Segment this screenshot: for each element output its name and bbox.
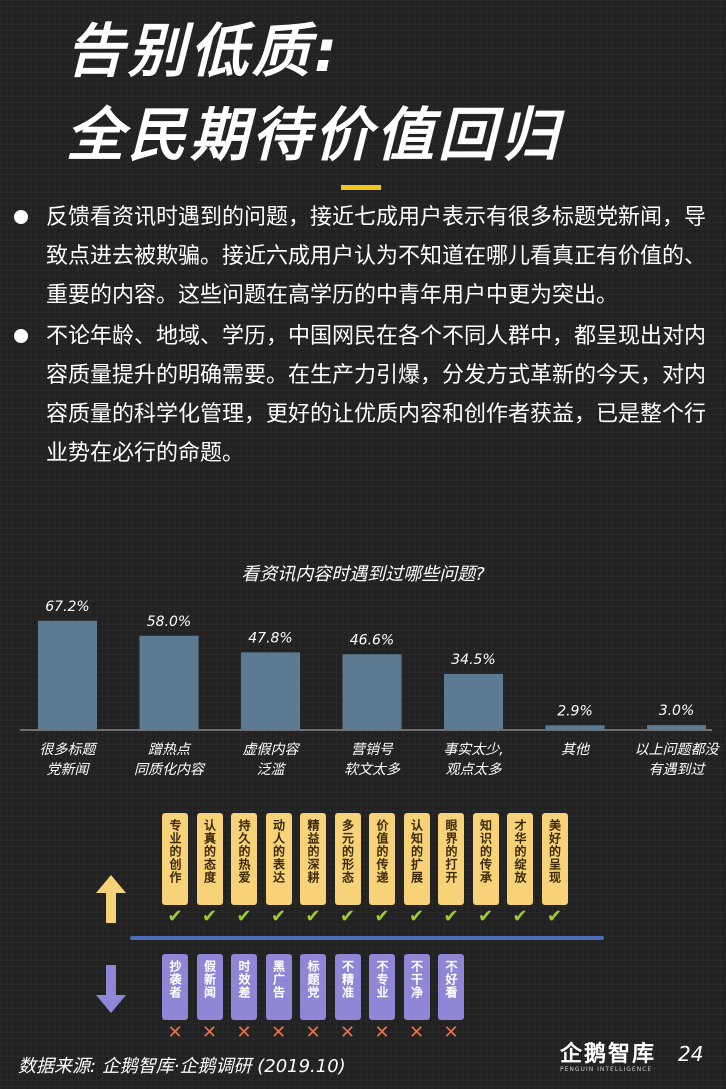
bar xyxy=(647,725,706,730)
bar xyxy=(444,673,503,730)
check-icon: ✔ xyxy=(546,906,563,927)
quality-card-good: 多元的形态 xyxy=(334,813,361,905)
bar xyxy=(139,635,199,730)
category-label: 泛滥 xyxy=(257,762,287,778)
quality-card-good: 知识的传承 xyxy=(472,813,499,905)
bar xyxy=(545,725,605,730)
logo-subtext: PENGUIN INTELLIGENCE xyxy=(560,1066,653,1073)
category-label: 同质化内容 xyxy=(134,762,206,778)
check-icon: ✔ xyxy=(443,906,459,927)
category-label: 观点太多 xyxy=(446,762,503,778)
cross-icon: ✕ xyxy=(374,1022,390,1043)
category-label: 蹭热点 xyxy=(148,742,192,758)
category-label: 营销号 xyxy=(351,742,394,758)
cross-icon: ✕ xyxy=(167,1022,183,1043)
quality-card-bad: 不专业 xyxy=(369,954,395,1020)
category-label: 很多标题 xyxy=(40,742,99,758)
bar-value-label: 67.2% xyxy=(45,599,89,615)
quality-card-good: 认知的扩展 xyxy=(403,813,430,905)
quality-card-bad: 抄袭者 xyxy=(162,954,188,1020)
arrow-down-icon xyxy=(96,965,126,1013)
page-title-line1: 告别低质: xyxy=(66,17,342,85)
quality-card-good: 持久的热爱 xyxy=(231,813,257,905)
quality-card-bad: 时效差 xyxy=(231,954,257,1020)
brand-logo: 企鹅智库 PENGUIN INTELLIGENCE xyxy=(560,1036,656,1073)
cross-icon: ✕ xyxy=(236,1022,252,1043)
bullet-text: 不论年龄、地域、学历，中国网民在各个不同人群中，都呈现出对内容质量提升的明确需要… xyxy=(46,324,707,466)
category-label: 党新闻 xyxy=(47,762,91,778)
check-icon: ✔ xyxy=(270,906,287,927)
check-icon: ✔ xyxy=(408,906,425,927)
logo-text: 企鹅智库 xyxy=(560,1042,657,1067)
title-accent-bar xyxy=(341,185,381,190)
chart-title: 看资讯内容时遇到过哪些问题? xyxy=(241,564,485,585)
quality-card-good: 眼界的打开 xyxy=(438,813,464,905)
check-icon: ✔ xyxy=(305,906,321,927)
check-icon: ✔ xyxy=(512,906,528,927)
category-label: 有遇到过 xyxy=(649,762,707,778)
divider-line xyxy=(130,936,604,940)
quality-card-good: 美好的呈现 xyxy=(541,813,568,905)
page-number: 24 xyxy=(678,1042,704,1066)
page-title-line2: 全民期待价值回归 xyxy=(66,101,563,169)
bar-value-label: 34.5% xyxy=(451,652,495,668)
bar xyxy=(241,652,300,730)
bullet-item: 不论年龄、地域、学历，中国网民在各个不同人群中，都呈现出对内容质量提升的明确需要… xyxy=(10,317,710,473)
cross-icon: ✕ xyxy=(305,1022,321,1043)
category-label: 以上问题都没 xyxy=(635,742,721,758)
category-label: 虚假内容 xyxy=(243,742,301,758)
check-icon: ✔ xyxy=(201,906,218,927)
cross-icon: ✕ xyxy=(408,1022,425,1043)
bar-value-label: 47.8% xyxy=(248,630,292,646)
category-label: 其他 xyxy=(561,742,591,758)
cross-icon: ✕ xyxy=(443,1022,459,1043)
arrow-up-icon xyxy=(96,875,126,923)
quality-card-bad: 黑广告 xyxy=(265,954,292,1020)
check-icon: ✔ xyxy=(236,906,252,927)
quality-card-bad: 不好看 xyxy=(438,954,464,1020)
bullet-text: 反馈看资讯时遇到的问题，接近七成用户表示有很多标题党新闻，导致点进去被欺骗。接近… xyxy=(46,205,707,308)
quality-card-good: 价值的传递 xyxy=(369,813,395,905)
bar-value-label: 3.0% xyxy=(659,703,695,719)
quality-card-good: 动人的表达 xyxy=(265,813,292,905)
bullet-dot-icon xyxy=(14,329,28,343)
quality-card-good: 专业的创作 xyxy=(162,813,188,905)
bar-value-label: 46.6% xyxy=(350,632,394,648)
bar xyxy=(38,620,97,730)
quality-card-good: 精益的深耕 xyxy=(300,813,326,905)
quality-card-bad: 不精准 xyxy=(334,954,361,1020)
quality-card-bad: 标题党 xyxy=(300,954,326,1020)
data-source: 数据来源: 企鹅智库·企鹅调研 (2019.10) xyxy=(18,1056,346,1077)
category-label: 软文太多 xyxy=(344,762,401,778)
check-icon: ✔ xyxy=(339,906,356,927)
check-icon: ✔ xyxy=(477,906,494,927)
quality-card-good: 认真的态度 xyxy=(196,813,223,905)
bar xyxy=(342,654,402,730)
bullet-dot-icon xyxy=(14,210,28,224)
cross-icon: ✕ xyxy=(339,1022,356,1043)
check-icon: ✔ xyxy=(167,906,183,927)
cross-icon: ✕ xyxy=(270,1022,287,1043)
bullet-item: 反馈看资讯时遇到的问题，接近七成用户表示有很多标题党新闻，导致点进去被欺骗。接近… xyxy=(10,198,710,315)
check-icon: ✔ xyxy=(374,906,390,927)
quality-card-bad: 不干净 xyxy=(403,954,430,1020)
bar-value-label: 58.0% xyxy=(147,614,191,630)
bullet-list: 反馈看资讯时遇到的问题，接近七成用户表示有很多标题党新闻，导致点进去被欺骗。接近… xyxy=(10,198,710,475)
quality-card-bad: 假新闻 xyxy=(196,954,223,1020)
cross-icon: ✕ xyxy=(201,1022,218,1043)
bar-value-label: 2.9% xyxy=(557,703,593,719)
quality-card-good: 才华的绽放 xyxy=(507,813,533,905)
category-label: 事实太少, xyxy=(443,742,503,758)
